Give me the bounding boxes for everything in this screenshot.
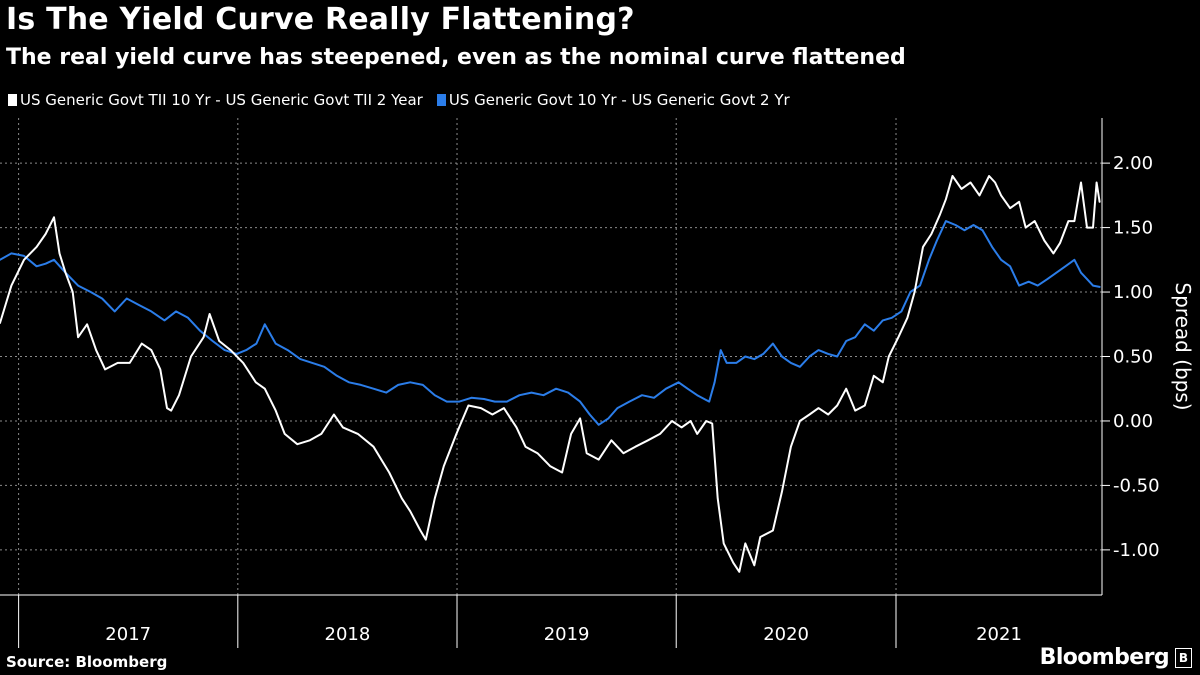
legend-swatch-nominal-curve <box>436 94 446 106</box>
y-tick-label: -1.00 <box>1113 540 1160 561</box>
legend-item-real-curve: US Generic Govt TII 10 Yr - US Generic G… <box>8 91 423 109</box>
x-tick-label: 2018 <box>325 624 371 645</box>
source-note: Source: Bloomberg <box>6 653 168 671</box>
y-tick-label: 2.00 <box>1113 153 1153 174</box>
chart-subtitle: The real yield curve has steepened, even… <box>6 45 906 70</box>
x-tick-label: 2019 <box>544 624 590 645</box>
chart-title: Is The Yield Curve Really Flattening? <box>6 2 635 37</box>
chart-legend: US Generic Govt TII 10 Yr - US Generic G… <box>8 91 804 109</box>
chart-tick-labels: 2.00 1.50 1.00 0.50 0.00 -0.50 -1.00 2017 2018 20… <box>105 153 1159 645</box>
y-tick-label: 1.50 <box>1113 218 1153 239</box>
x-tick-label: 2020 <box>763 624 809 645</box>
bloomberg-logo: Bloomberg B <box>1040 645 1192 670</box>
legend-label-nominal-curve: US Generic Govt 10 Yr - US Generic Govt … <box>448 91 790 109</box>
y-tick-label: 1.00 <box>1113 282 1153 303</box>
brand-mark-icon: B <box>1175 647 1192 668</box>
chart-grid <box>0 118 1103 595</box>
legend-item-nominal-curve: US Generic Govt 10 Yr - US Generic Govt … <box>436 91 790 109</box>
chart-series-lines <box>0 175 1101 573</box>
x-tick-label: 2021 <box>976 624 1022 645</box>
series-line-real-curve <box>0 175 1101 573</box>
series-line-nominal-curve <box>0 220 1101 426</box>
y-tick-label: 0.50 <box>1113 347 1153 368</box>
y-tick-label: 0.00 <box>1113 411 1153 432</box>
x-tick-label: 2017 <box>105 624 151 645</box>
legend-swatch-real-curve <box>8 94 17 106</box>
brand-name: Bloomberg <box>1039 645 1170 670</box>
legend-label-real-curve: US Generic Govt TII 10 Yr - US Generic G… <box>20 91 423 109</box>
y-tick-label: -0.50 <box>1113 475 1160 496</box>
y-axis-title: Spread (bps) <box>1171 282 1195 410</box>
chart-axes <box>0 118 1110 648</box>
